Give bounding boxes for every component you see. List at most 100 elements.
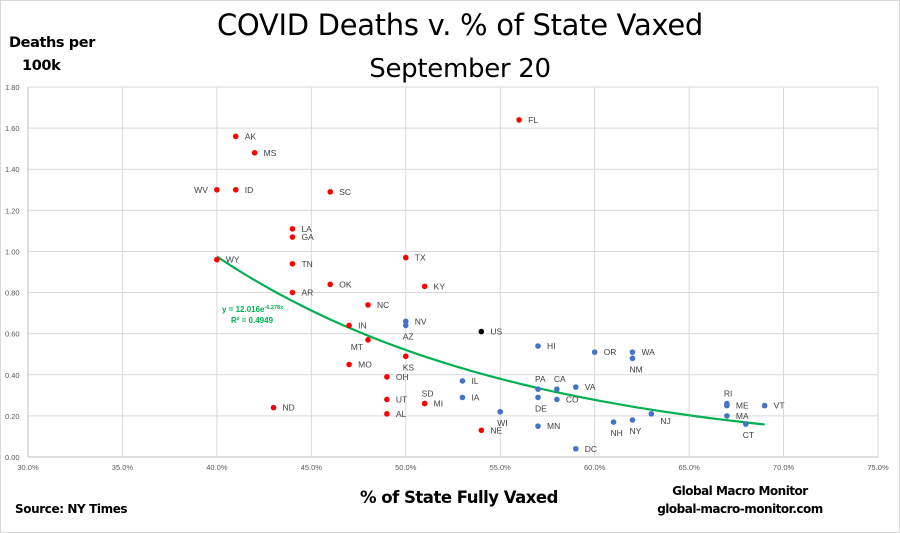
data-label-fl: FL bbox=[528, 115, 538, 125]
data-point-dc bbox=[572, 445, 579, 452]
data-point-wi bbox=[497, 408, 504, 415]
data-point-az bbox=[402, 322, 409, 329]
data-label-tx: TX bbox=[415, 253, 426, 263]
data-label-sc: SC bbox=[339, 187, 351, 197]
brand-name: Global Macro Monitor bbox=[672, 484, 808, 498]
data-point-wa bbox=[629, 349, 636, 355]
y-tick-label: 1.40 bbox=[5, 165, 20, 174]
data-point-nm bbox=[629, 355, 636, 362]
x-tick-label: 30.0% bbox=[17, 463, 39, 472]
data-label-ok: OK bbox=[339, 279, 352, 289]
x-tick-label: 65.0% bbox=[678, 463, 700, 472]
data-point-ny bbox=[629, 417, 636, 423]
source-note: Source: NY Times bbox=[15, 502, 128, 516]
data-point-mn bbox=[535, 423, 541, 429]
data-point-ia bbox=[459, 394, 466, 401]
data-point-la bbox=[289, 226, 296, 232]
data-label-ks: KS bbox=[403, 362, 415, 372]
equation-exponent: -6.278x bbox=[264, 305, 284, 311]
data-point-wv bbox=[214, 186, 220, 193]
trendline-group bbox=[216, 255, 765, 426]
data-point-vt bbox=[761, 402, 768, 409]
data-label-de: DE bbox=[535, 403, 547, 413]
data-label-vt: VT bbox=[774, 401, 785, 411]
x-tick-label: 40.0% bbox=[206, 463, 228, 472]
data-label-nc: NC bbox=[377, 300, 389, 310]
data-point-fl bbox=[516, 117, 522, 123]
data-point-in bbox=[346, 322, 352, 329]
data-point-me bbox=[724, 402, 730, 409]
data-point-ma bbox=[724, 413, 730, 419]
data-point-ca bbox=[554, 386, 560, 392]
data-label-pa: PA bbox=[535, 374, 546, 384]
data-label-al: AL bbox=[396, 409, 407, 419]
data-point-nv bbox=[402, 318, 409, 325]
y-tick-label: 0.60 bbox=[5, 330, 20, 339]
data-label-us: US bbox=[490, 327, 502, 337]
data-label-mi: MI bbox=[434, 399, 443, 409]
data-point-mo bbox=[346, 361, 352, 368]
data-label-mt: MT bbox=[351, 342, 363, 352]
brand-block: Global Macro Monitor global-macro-monito… bbox=[645, 482, 835, 518]
data-point-ks bbox=[402, 353, 409, 360]
data-label-wa: WA bbox=[641, 347, 655, 357]
data-point-mi bbox=[421, 400, 428, 407]
data-label-ca: CA bbox=[554, 374, 566, 384]
data-label-az: AZ bbox=[403, 331, 414, 341]
data-label-ky: KY bbox=[434, 281, 446, 291]
data-label-ar: AR bbox=[301, 288, 313, 298]
data-label-or: OR bbox=[604, 347, 617, 357]
data-point-al bbox=[384, 411, 390, 417]
y-tick-label: 0.00 bbox=[5, 453, 20, 462]
data-label-ne: NE bbox=[490, 425, 502, 435]
data-label-nd: ND bbox=[283, 403, 295, 413]
data-label-il: IL bbox=[471, 376, 478, 386]
data-point-pa bbox=[535, 386, 541, 392]
x-tick-label: 75.0% bbox=[867, 463, 889, 472]
data-point-ky bbox=[421, 283, 428, 290]
data-point-ne bbox=[478, 427, 485, 434]
data-point-wy bbox=[214, 256, 220, 263]
data-label-me: ME bbox=[736, 401, 749, 411]
x-tick-label: 45.0% bbox=[301, 463, 323, 472]
trendline-equation: y = 12.016e-6.278x R² = 0.4949 bbox=[222, 305, 284, 325]
data-label-ma: MA bbox=[736, 411, 749, 421]
data-label-nv: NV bbox=[415, 316, 427, 326]
data-label-ms: MS bbox=[264, 148, 277, 158]
data-point-co bbox=[554, 396, 560, 403]
data-label-ny: NY bbox=[629, 426, 641, 436]
x-tick-label: 60.0% bbox=[584, 463, 606, 472]
data-label-sd: SD bbox=[422, 389, 434, 399]
r-squared-text: R² = 0.4949 bbox=[231, 316, 274, 325]
data-point-sc bbox=[327, 189, 334, 195]
data-point-nd bbox=[270, 404, 277, 411]
data-point-de bbox=[535, 394, 541, 401]
data-point-us bbox=[478, 328, 485, 335]
data-point-ms bbox=[251, 149, 258, 156]
data-label-va: VA bbox=[585, 382, 596, 392]
trendline bbox=[216, 255, 765, 426]
data-label-nj: NJ bbox=[660, 416, 670, 426]
data-point-ok bbox=[327, 281, 334, 288]
y-axis-ticks: 0.00 0.20 0.40 0.60 0.80 1.00 1.20 1.40 1.60 1.80 bbox=[5, 83, 20, 462]
data-point-id bbox=[232, 186, 239, 193]
data-label-wi: WI bbox=[497, 418, 507, 428]
equation-base: y = 12.016e bbox=[222, 305, 265, 314]
y-tick-label: 0.40 bbox=[5, 371, 20, 380]
y-axis-label: Deaths per 100k bbox=[9, 32, 95, 78]
y-tick-label: 1.20 bbox=[5, 206, 20, 215]
y-tick-label: 1.80 bbox=[5, 83, 20, 92]
data-label-dc: DC bbox=[585, 444, 597, 454]
data-label-tn: TN bbox=[301, 259, 312, 269]
data-label-in: IN bbox=[358, 320, 367, 330]
data-label-oh: OH bbox=[396, 372, 409, 382]
data-point-nh bbox=[610, 419, 617, 425]
data-label-ri: RI bbox=[724, 389, 733, 399]
data-label-la: LA bbox=[301, 224, 312, 234]
x-tick-label: 70.0% bbox=[773, 463, 795, 472]
data-label-ga: GA bbox=[301, 232, 314, 242]
data-point-nc bbox=[365, 302, 371, 308]
data-label-co: CO bbox=[566, 394, 579, 404]
data-label-wv: WV bbox=[194, 185, 208, 195]
data-label-ct: CT bbox=[743, 430, 754, 440]
